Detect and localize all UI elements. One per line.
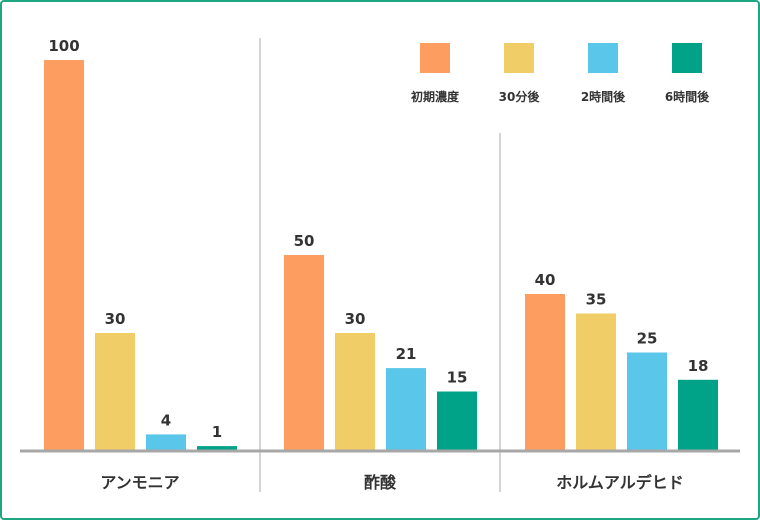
bar-3-4 (678, 379, 718, 450)
legend-swatch-2 (504, 43, 534, 73)
legend: 初期濃度 30分後 2時間後 6時間後 (411, 43, 710, 104)
bars-layer (44, 60, 718, 450)
legend-swatch-1 (420, 43, 450, 73)
value-labels-layer: 100 30 4 1 50 30 21 15 40 35 25 18 (48, 37, 708, 441)
bar-1-2 (95, 333, 135, 450)
bar-1-4 (197, 446, 237, 450)
category-label-1: アンモニア (100, 473, 179, 492)
value-label-1-1: 100 (48, 37, 79, 55)
bar-3-1 (525, 294, 565, 450)
bar-2-2 (335, 333, 375, 450)
value-label-1-2: 30 (105, 310, 126, 328)
value-label-2-3: 21 (396, 345, 417, 363)
bar-3-2 (576, 313, 616, 450)
value-label-2-1: 50 (294, 232, 315, 250)
category-label-3: ホルムアルデヒド (556, 473, 684, 492)
category-label-2: 酢酸 (364, 473, 397, 492)
bar-1-1 (44, 60, 84, 450)
value-label-2-2: 30 (345, 310, 366, 328)
bar-1-3 (146, 434, 186, 450)
bar-2-1 (284, 255, 324, 450)
category-labels-layer: アンモニア 酢酸 ホルムアルデヒド (100, 473, 683, 492)
value-label-3-4: 18 (688, 357, 709, 375)
legend-label-4: 6時間後 (665, 89, 710, 104)
value-label-3-2: 35 (586, 291, 607, 309)
bar-3-3 (627, 352, 667, 450)
legend-label-2: 30分後 (499, 89, 541, 104)
value-label-3-3: 25 (637, 330, 658, 348)
value-label-1-3: 4 (161, 411, 171, 429)
group-dividers (259, 38, 501, 492)
value-label-3-1: 40 (535, 271, 556, 289)
bar-2-4 (437, 391, 477, 450)
legend-swatch-3 (588, 43, 618, 73)
legend-swatch-4 (672, 43, 702, 73)
value-label-2-4: 15 (447, 369, 468, 387)
value-label-1-4: 1 (212, 423, 222, 441)
legend-label-1: 初期濃度 (411, 89, 460, 104)
bar-2-3 (386, 368, 426, 450)
legend-label-3: 2時間後 (581, 89, 626, 104)
